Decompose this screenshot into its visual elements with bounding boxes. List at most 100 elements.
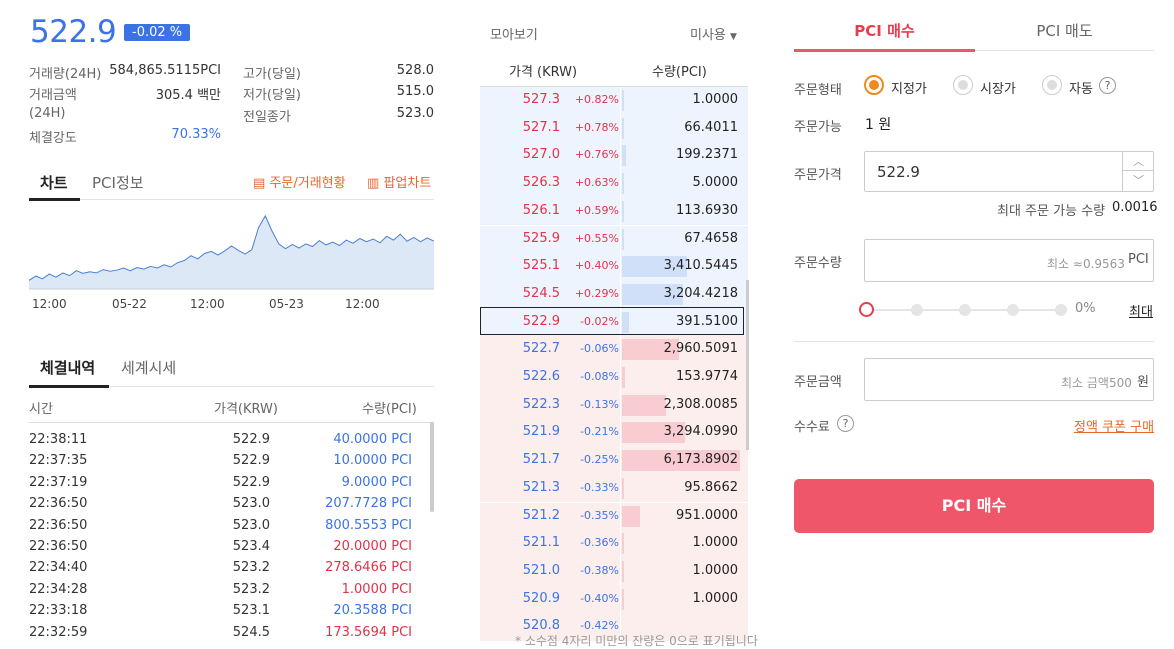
radio-market-label[interactable]: 시장가 — [980, 82, 1016, 97]
trade-price: 523.1 — [232, 603, 270, 619]
price-stepper[interactable]: ︿ ﹀ — [1122, 152, 1154, 191]
trade-time: 22:37:19 — [29, 474, 88, 490]
ob-price: 526.3 — [522, 175, 560, 191]
trade-scrollbar[interactable] — [430, 422, 434, 512]
radio-market[interactable] — [953, 75, 973, 95]
orderbook-row[interactable]: 527.0 +0.76% 199.2371 — [480, 142, 748, 171]
current-price: 522.9 — [30, 14, 117, 50]
qty-label: 주문수량 — [794, 256, 842, 271]
ob-percent: +0.63% — [574, 176, 619, 190]
ob-qty-bar — [622, 228, 624, 250]
radio-dot — [869, 80, 879, 90]
ob-price: 525.1 — [522, 258, 560, 274]
tab-pci-info[interactable]: PCI정보 — [92, 174, 144, 192]
ob-price: 521.3 — [522, 479, 560, 495]
orderbook-row[interactable]: 522.6 -0.08% 153.9774 — [480, 364, 748, 392]
max-button[interactable]: 최대 — [1129, 305, 1153, 320]
ob-price: 522.9 — [522, 313, 560, 329]
col-header-price: 가격(KRW) — [214, 402, 278, 417]
orderbook-row[interactable]: 524.5 +0.29% 3,204.4218 — [480, 280, 748, 309]
slider-stop[interactable] — [911, 304, 923, 316]
ob-percent: -0.02% — [580, 314, 619, 328]
ob-price: 521.2 — [522, 507, 560, 523]
slider-stop[interactable] — [959, 304, 971, 316]
price-chart[interactable] — [29, 203, 434, 291]
orderbook-row[interactable]: 521.9 -0.21% 3,294.0990 — [480, 419, 748, 448]
radio-auto[interactable] — [1042, 75, 1062, 95]
orderbook-row[interactable]: 525.1 +0.40% 3,410.5445 — [480, 253, 748, 281]
help-icon[interactable]: ? — [1099, 77, 1116, 94]
orderbook-row[interactable]: 521.1 -0.36% 1.0000 — [480, 530, 748, 558]
order-status-link[interactable]: ▤ 주문/거래현황 — [253, 176, 346, 191]
orderbook-row[interactable]: 521.7 -0.25% 6,173.8902 — [480, 447, 748, 475]
trade-time: 22:36:50 — [29, 517, 88, 533]
qty-placeholder: 최소 ≈0.9563 — [1047, 257, 1125, 271]
ob-qty-bar — [622, 339, 679, 361]
popup-chart-link[interactable]: ▥ 팝업차트 — [367, 176, 432, 191]
orderbook-scrollbar[interactable] — [746, 280, 749, 450]
tab-chart[interactable]: 차트 — [40, 174, 68, 192]
orderbook-row[interactable]: 522.9 -0.02% 391.5100 — [480, 308, 748, 337]
submit-buy-button[interactable]: PCI 매수 — [794, 479, 1154, 533]
ob-price: 527.3 — [522, 92, 560, 107]
stepper-up-icon[interactable]: ︿ — [1123, 152, 1154, 171]
high-value: 528.0 — [396, 63, 434, 78]
view-mode-label: 모아보기 — [490, 28, 538, 43]
stepper-down-icon[interactable]: ﹀ — [1133, 174, 1144, 187]
tab-sell[interactable]: PCI 매도 — [1036, 22, 1093, 40]
ob-price: 524.5 — [522, 285, 560, 301]
ob-price: 527.0 — [522, 147, 560, 163]
slider-stop[interactable] — [1007, 304, 1019, 316]
view-mode-dropdown[interactable]: 미사용 ▼ — [690, 28, 737, 43]
orderbook-row[interactable]: 525.9 +0.55% 67.4658 — [480, 225, 748, 254]
section-divider — [794, 341, 1154, 342]
orderbook-row[interactable]: 522.3 -0.13% 2,308.0085 — [480, 391, 748, 420]
slider-stop[interactable] — [1055, 304, 1067, 316]
trade-time: 22:38:11 — [29, 432, 88, 447]
orderbook-row[interactable]: 527.3 +0.82% 1.0000 — [480, 87, 748, 115]
trade-time: 22:36:50 — [29, 539, 88, 554]
qty-input[interactable] — [864, 239, 1154, 282]
fee-help-icon[interactable]: ? — [837, 415, 854, 432]
orderbook-row[interactable]: 521.2 -0.35% 951.0000 — [480, 502, 748, 531]
order-type-label: 주문형태 — [794, 83, 842, 98]
coupon-link[interactable]: 정액 쿠폰 구매 — [1074, 420, 1155, 435]
orderbook-row[interactable]: 526.3 +0.63% 5.0000 — [480, 170, 748, 198]
radio-auto-label[interactable]: 자동 — [1069, 82, 1093, 97]
orderbook-row[interactable]: 520.9 -0.40% 1.0000 — [480, 585, 748, 614]
amount-input[interactable] — [864, 358, 1154, 401]
x-tick: 12:00 — [190, 297, 225, 311]
qty-unit: PCI — [1128, 252, 1149, 267]
ob-qty-bar — [622, 588, 624, 610]
slider-handle[interactable] — [859, 302, 874, 317]
ob-qty: 1.0000 — [692, 562, 739, 578]
orderbook-row[interactable]: 521.0 -0.38% 1.0000 — [480, 557, 748, 586]
trade-qty: 9.0000 PCI — [341, 474, 412, 490]
price-input[interactable]: 522.9 — [877, 163, 920, 181]
price-input-box[interactable] — [864, 151, 1154, 192]
table-row: 22:36:50 523.0 800.5553 PCI — [29, 518, 414, 539]
radio-limit[interactable] — [864, 75, 884, 95]
trade-qty: 173.5694 PCI — [325, 624, 412, 640]
tab-trade-history[interactable]: 체결내역 — [40, 359, 96, 377]
orderbook-row[interactable]: 522.7 -0.06% 2,960.5091 — [480, 336, 748, 364]
ob-qty-bar — [622, 256, 687, 278]
orderbook-row[interactable]: 527.1 +0.78% 66.4011 — [480, 114, 748, 143]
tab-buy[interactable]: PCI 매수 — [854, 22, 915, 40]
orderbook-row[interactable]: 526.1 +0.59% 113.6930 — [480, 197, 748, 226]
ob-qty-bar — [622, 422, 685, 444]
radio-limit-label[interactable]: 지정가 — [891, 82, 927, 97]
ob-qty: 67.4658 — [684, 230, 738, 246]
table-row: 22:37:35 522.9 10.0000 PCI — [29, 453, 414, 474]
ob-qty-bar — [622, 200, 625, 222]
low-label: 저가(당일) — [243, 88, 301, 103]
trade-qty: 207.7728 PCI — [325, 496, 412, 512]
ob-percent: -0.08% — [580, 370, 619, 383]
max-qty-label: 최대 주문 가능 수량 — [997, 204, 1106, 219]
orderbook-row[interactable]: 521.3 -0.33% 95.8662 — [480, 474, 748, 503]
tab-world-price[interactable]: 세계시세 — [121, 359, 177, 377]
trade-price: 523.2 — [232, 560, 270, 576]
orderbook-row[interactable]: 520.8 -0.42% — [480, 613, 748, 641]
table-row: 22:36:50 523.4 20.0000 PCI — [29, 539, 414, 560]
ob-percent: +0.40% — [574, 259, 619, 273]
